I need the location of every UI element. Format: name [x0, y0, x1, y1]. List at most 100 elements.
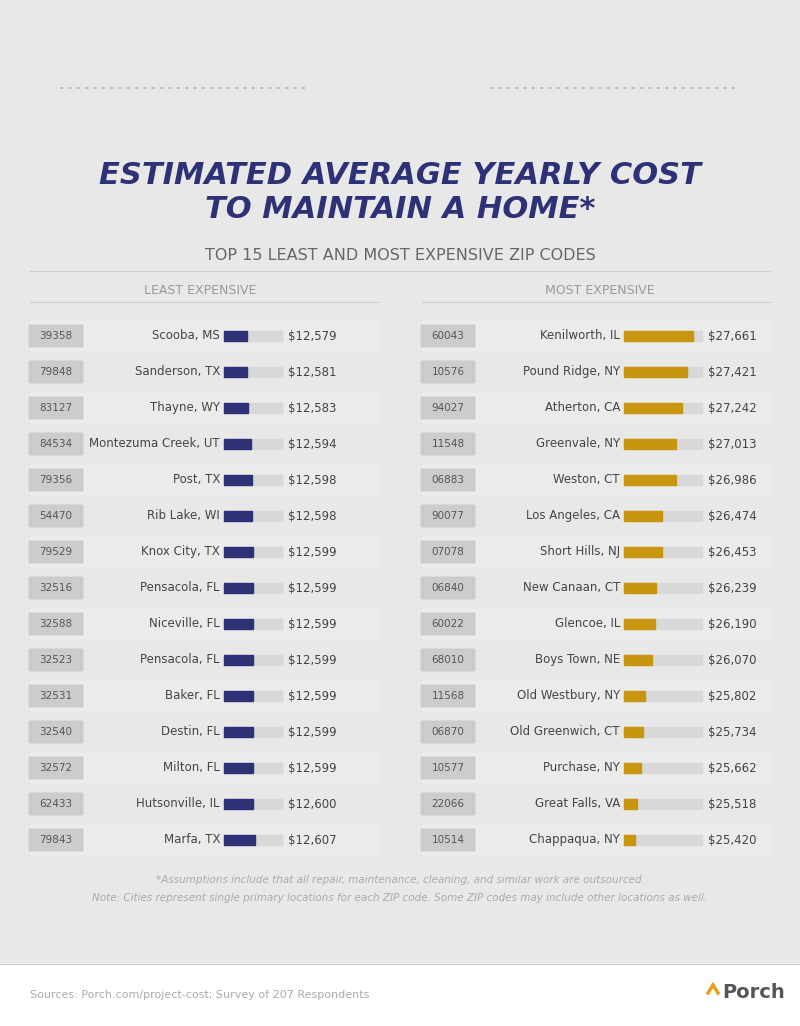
- Bar: [624, 547, 702, 557]
- Text: 79356: 79356: [39, 475, 73, 485]
- Bar: [422, 320, 770, 352]
- Bar: [624, 547, 662, 557]
- Text: $12,599: $12,599: [288, 654, 337, 667]
- Bar: [224, 439, 282, 449]
- Text: $25,518: $25,518: [708, 797, 756, 811]
- Text: 22066: 22066: [431, 799, 465, 808]
- Bar: [624, 439, 702, 449]
- Bar: [624, 799, 638, 808]
- Bar: [224, 331, 247, 341]
- Text: Sources: Porch.com/project-cost; Survey of 207 Respondents: Sources: Porch.com/project-cost; Survey …: [30, 990, 370, 1000]
- Text: 62433: 62433: [39, 799, 73, 808]
- Bar: [422, 824, 770, 857]
- FancyBboxPatch shape: [29, 577, 83, 599]
- Text: Short Hills, NJ: Short Hills, NJ: [540, 546, 620, 558]
- Bar: [624, 763, 642, 773]
- FancyBboxPatch shape: [421, 756, 475, 780]
- Bar: [224, 619, 282, 629]
- Bar: [624, 835, 635, 845]
- Text: $27,013: $27,013: [708, 437, 757, 450]
- Text: Atherton, CA: Atherton, CA: [545, 401, 620, 415]
- Bar: [224, 690, 253, 701]
- Bar: [30, 464, 378, 497]
- Bar: [224, 799, 253, 808]
- Text: 32540: 32540: [39, 727, 73, 737]
- Bar: [624, 511, 702, 521]
- Bar: [30, 788, 378, 820]
- FancyBboxPatch shape: [421, 648, 475, 671]
- Bar: [30, 356, 378, 388]
- Text: 07078: 07078: [431, 547, 465, 557]
- Bar: [224, 727, 253, 737]
- Text: 60043: 60043: [431, 331, 465, 341]
- Text: Destin, FL: Destin, FL: [162, 725, 220, 739]
- Text: New Canaan, CT: New Canaan, CT: [522, 582, 620, 594]
- Bar: [624, 583, 656, 593]
- Text: Note: Cities represent single primary locations for each ZIP code. Some ZIP code: Note: Cities represent single primary lo…: [93, 893, 707, 903]
- FancyBboxPatch shape: [421, 433, 475, 456]
- Bar: [30, 643, 378, 676]
- Text: $25,802: $25,802: [708, 689, 756, 703]
- Text: Baker, FL: Baker, FL: [166, 689, 220, 703]
- Bar: [422, 500, 770, 532]
- Text: Scooba, MS: Scooba, MS: [152, 329, 220, 343]
- FancyBboxPatch shape: [29, 613, 83, 635]
- Bar: [624, 403, 682, 413]
- Text: $12,599: $12,599: [288, 689, 337, 703]
- Bar: [624, 619, 702, 629]
- Text: Niceville, FL: Niceville, FL: [150, 618, 220, 631]
- Text: $26,190: $26,190: [708, 618, 757, 631]
- Bar: [30, 680, 378, 712]
- Text: 10514: 10514: [431, 835, 465, 845]
- Bar: [624, 727, 702, 737]
- Bar: [224, 583, 282, 593]
- Text: $26,070: $26,070: [708, 654, 757, 667]
- Text: Pensacola, FL: Pensacola, FL: [141, 582, 220, 594]
- Text: $25,662: $25,662: [708, 761, 757, 775]
- Text: 39358: 39358: [39, 331, 73, 341]
- Text: $12,598: $12,598: [288, 510, 337, 522]
- Text: Sanderson, TX: Sanderson, TX: [134, 365, 220, 379]
- Text: 79848: 79848: [39, 367, 73, 377]
- Text: 94027: 94027: [431, 403, 465, 413]
- Bar: [30, 571, 378, 604]
- FancyBboxPatch shape: [29, 684, 83, 708]
- Bar: [624, 655, 702, 665]
- Text: ESTIMATED AVERAGE YEARLY COST: ESTIMATED AVERAGE YEARLY COST: [99, 160, 701, 190]
- Text: Post, TX: Post, TX: [173, 474, 220, 486]
- Bar: [224, 475, 282, 485]
- Bar: [224, 799, 282, 808]
- FancyBboxPatch shape: [29, 720, 83, 744]
- Text: $26,453: $26,453: [708, 546, 757, 558]
- FancyBboxPatch shape: [29, 505, 83, 527]
- Text: $12,600: $12,600: [288, 797, 337, 811]
- FancyBboxPatch shape: [421, 469, 475, 491]
- Text: 54470: 54470: [39, 511, 73, 521]
- Bar: [30, 320, 378, 352]
- Text: Pensacola, FL: Pensacola, FL: [141, 654, 220, 667]
- Text: Hutsonville, IL: Hutsonville, IL: [137, 797, 220, 811]
- Text: 06870: 06870: [431, 727, 465, 737]
- Bar: [224, 655, 282, 665]
- FancyBboxPatch shape: [421, 613, 475, 635]
- Text: Purchase, NY: Purchase, NY: [543, 761, 620, 775]
- Bar: [30, 824, 378, 857]
- FancyBboxPatch shape: [421, 324, 475, 348]
- FancyBboxPatch shape: [29, 541, 83, 563]
- Bar: [224, 511, 282, 521]
- Bar: [624, 835, 702, 845]
- Bar: [624, 690, 702, 701]
- FancyBboxPatch shape: [29, 360, 83, 384]
- Bar: [422, 392, 770, 424]
- Bar: [30, 716, 378, 748]
- FancyBboxPatch shape: [421, 720, 475, 744]
- Bar: [224, 439, 251, 449]
- Bar: [624, 367, 687, 377]
- Bar: [224, 763, 253, 773]
- Text: 83127: 83127: [39, 403, 73, 413]
- Bar: [624, 331, 693, 341]
- FancyBboxPatch shape: [29, 792, 83, 816]
- Bar: [422, 607, 770, 640]
- Text: $25,734: $25,734: [708, 725, 757, 739]
- Text: LEAST EXPENSIVE: LEAST EXPENSIVE: [144, 283, 256, 297]
